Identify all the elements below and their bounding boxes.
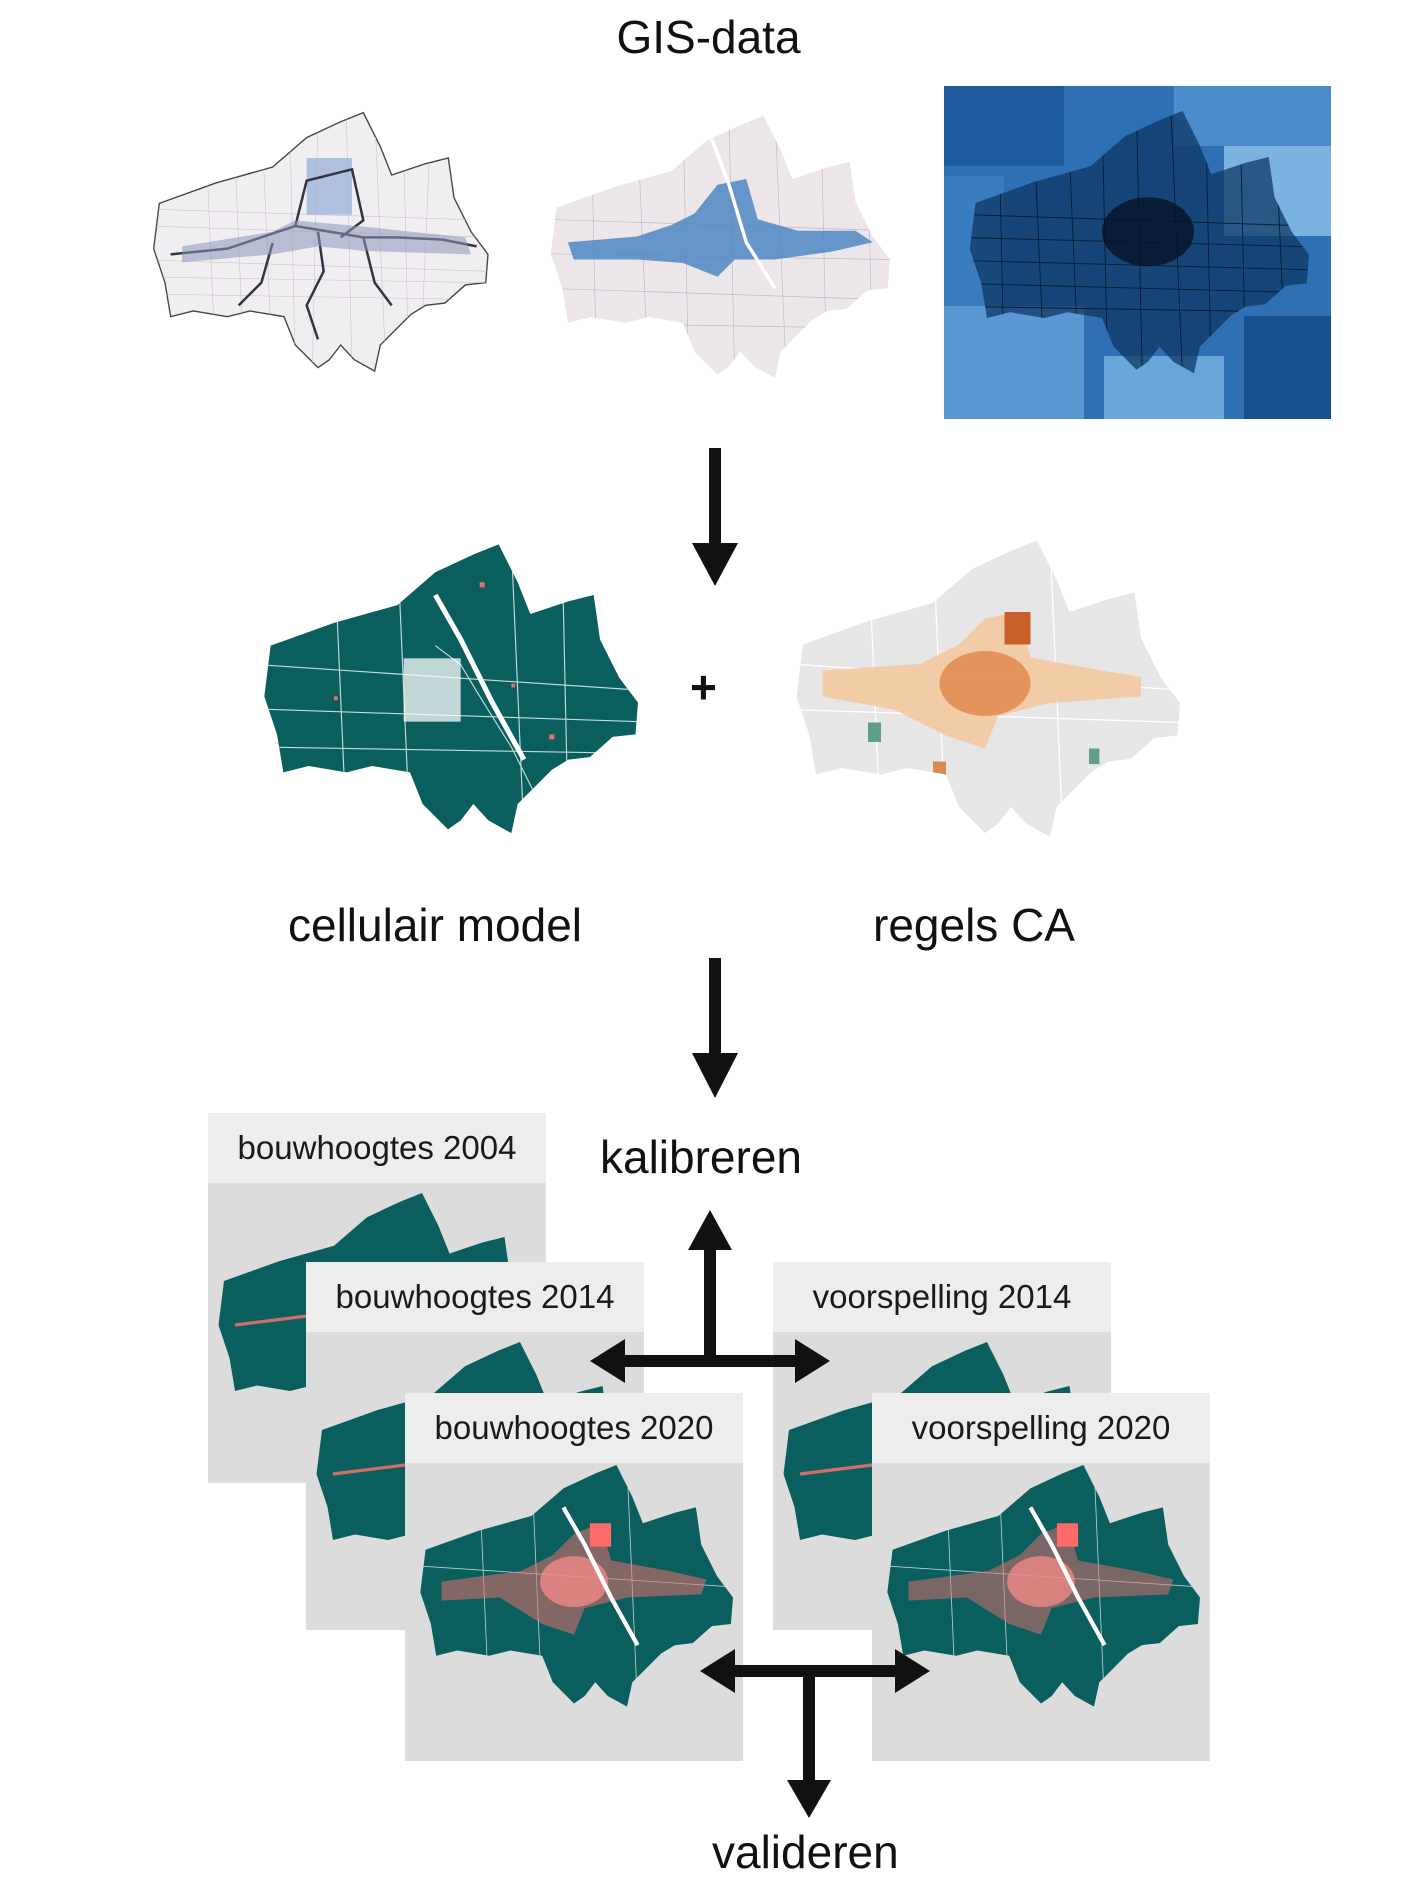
calibrate-label: kalibreren [600, 1131, 802, 1183]
plus-sign: + [690, 661, 717, 713]
gis-map-corridor [550, 115, 890, 378]
ca-rules-map [796, 540, 1180, 837]
gis-map-network [152, 111, 489, 372]
panel-bouwhoogtes-2020: bouwhoogtes 2020 [405, 1393, 743, 1761]
panel-caption: voorspelling 2014 [773, 1262, 1111, 1332]
validation-arrows [700, 1649, 930, 1818]
prediction-map-2020 [887, 1465, 1200, 1707]
arrow-down-icon [692, 958, 738, 1098]
panel-caption: bouwhoogtes 2004 [208, 1113, 546, 1183]
panel-voorspelling-2020: voorspelling 2020 [872, 1393, 1210, 1761]
cellular-model-label: cellulair model [288, 899, 583, 951]
page-title: GIS-data [616, 11, 801, 63]
panel-caption: bouwhoogtes 2014 [306, 1262, 644, 1332]
calibration-arrows [590, 1210, 830, 1383]
validate-label: valideren [712, 1826, 899, 1878]
ca-rules-label: regels CA [873, 899, 1075, 951]
arrow-down-icon [692, 448, 738, 586]
gis-map-raster [944, 86, 1331, 419]
panel-caption: bouwhoogtes 2020 [405, 1393, 743, 1463]
height-map-2020 [420, 1465, 733, 1707]
panel-caption: voorspelling 2020 [872, 1393, 1210, 1463]
cellular-model-map [264, 544, 638, 834]
